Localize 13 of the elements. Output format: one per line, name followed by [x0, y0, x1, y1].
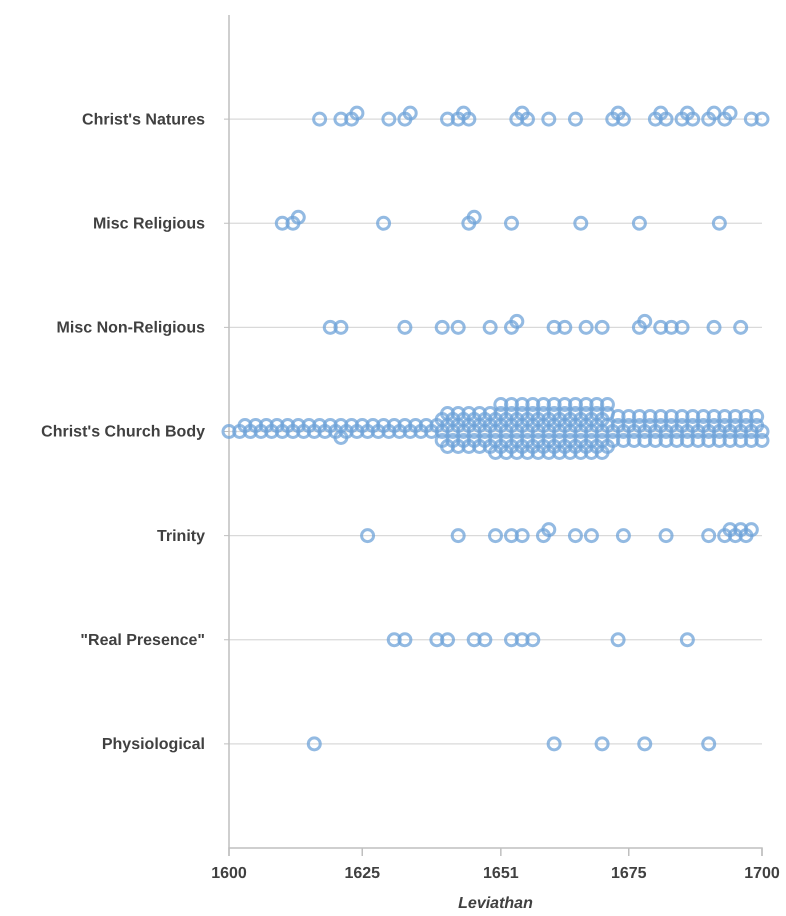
x-tick-label: 1625 [344, 865, 380, 882]
x-tick-label: 1700 [744, 865, 780, 882]
x-tick-label: 1675 [610, 865, 647, 882]
y-tick-label: Misc Religious [92, 215, 206, 232]
x-axis-title: Leviathan [458, 895, 534, 912]
y-tick-label: "Real Presence" [80, 632, 205, 649]
x-tick-label: 1600 [211, 865, 247, 882]
y-tick-label: Trinity [156, 528, 206, 545]
y-tick-label: Christ's Church Body [41, 424, 206, 441]
y-tick-label: Misc Non-Religious [56, 319, 206, 336]
y-tick-label: Physiological [102, 736, 205, 753]
x-tick-label: 1651 [483, 865, 519, 882]
y-tick-label: Christ's Natures [82, 111, 206, 128]
